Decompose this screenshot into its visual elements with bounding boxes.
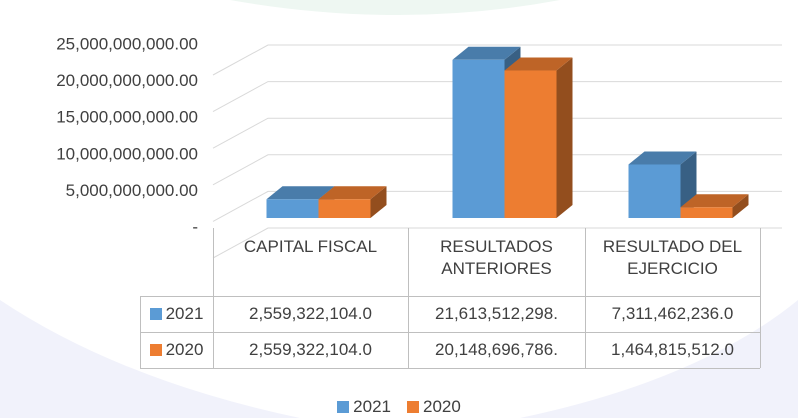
bar-top: [452, 46, 521, 60]
legend-swatch: [149, 308, 162, 320]
table-value: 20,148,696,786.: [435, 340, 558, 359]
bar-top: [628, 151, 697, 165]
table-border: [760, 228, 761, 368]
row-header: 2020: [140, 332, 213, 368]
series-name: 2020: [165, 340, 204, 359]
y-tick-label: 25,000,000,000.00: [56, 34, 198, 53]
grid-line: [212, 227, 782, 259]
bar: [266, 199, 319, 218]
bar-side: [370, 186, 387, 218]
table-border: [140, 332, 760, 333]
bar-side: [732, 194, 749, 218]
table-border: [140, 296, 141, 368]
y-tick-label: 20,000,000,000.00: [56, 71, 198, 90]
category-label: CAPITAL FISCAL: [243, 237, 378, 256]
table-value: 7,311,462,236.0: [611, 304, 734, 323]
legend-entry: 2021: [337, 397, 391, 416]
category-label: RESULTADO DEL EJERCICIO: [602, 237, 743, 278]
legend-label: 2021: [353, 397, 391, 416]
y-tick-label: -: [192, 217, 198, 236]
legend: 2021 2020: [0, 397, 798, 417]
series-name: 2021: [165, 304, 204, 323]
y-tick-label: 15,000,000,000.00: [56, 108, 198, 127]
grid-line: [212, 154, 782, 186]
table-value: 1,464,815,512.0: [611, 340, 734, 359]
table-border: [213, 228, 214, 368]
decoration: [0, 300, 300, 418]
table-value: 2,559,322,104.0: [249, 340, 372, 359]
category-label: RESULTADOS ANTERIORES: [440, 237, 553, 278]
y-tick-label: 5,000,000,000.00: [66, 181, 198, 200]
legend-swatch: [149, 344, 162, 356]
table-border: [585, 228, 586, 368]
grid-line: [212, 81, 782, 113]
bar: [628, 164, 681, 218]
bar-top: [680, 194, 749, 208]
grid-line: [212, 44, 782, 76]
bar-top: [266, 186, 335, 200]
legend-entry: 2020: [407, 397, 461, 416]
table-value: 2,559,322,104.0: [249, 304, 372, 323]
bar-side: [556, 57, 573, 219]
legend-label: 2020: [423, 397, 461, 416]
row-header: 2021: [140, 296, 213, 332]
bar-top: [504, 57, 573, 71]
legend-swatch: [337, 401, 350, 413]
bar: [318, 199, 371, 218]
table-border: [140, 296, 760, 297]
y-tick-label: 10,000,000,000.00: [56, 144, 198, 163]
decoration: [520, 300, 798, 418]
table-value: 21,613,512,298.: [435, 304, 558, 323]
bar: [680, 207, 733, 218]
grid-line: [212, 190, 782, 222]
table-border: [140, 368, 760, 369]
grid-line: [212, 117, 782, 149]
table-border: [408, 228, 409, 368]
bar-top: [318, 186, 387, 200]
legend-swatch: [407, 401, 419, 413]
bar: [452, 59, 505, 218]
bar: [504, 70, 557, 219]
decoration: [230, 0, 560, 15]
